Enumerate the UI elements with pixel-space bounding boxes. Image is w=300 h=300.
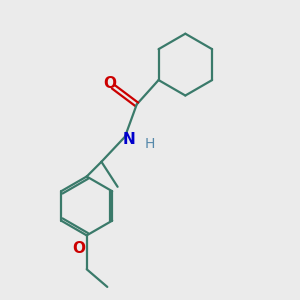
Text: O: O	[72, 241, 85, 256]
Text: O: O	[104, 76, 117, 91]
Text: N: N	[123, 132, 136, 147]
Text: H: H	[145, 137, 155, 151]
